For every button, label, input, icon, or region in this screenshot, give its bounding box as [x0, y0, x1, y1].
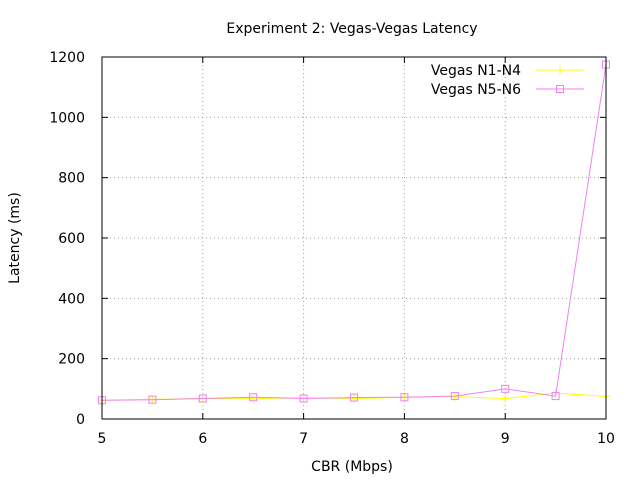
- legend: Vegas N1-N4 Vegas N5-N6: [431, 63, 584, 98]
- legend-marker: [556, 66, 564, 74]
- data-point: [400, 393, 409, 402]
- y-tick-label: 0: [76, 412, 85, 428]
- y-tick-label: 200: [58, 352, 85, 368]
- x-tick-label: 10: [597, 431, 615, 447]
- series-2: [98, 60, 610, 405]
- series-layer: [98, 60, 610, 405]
- legend-label: Vegas N5-N6: [431, 82, 521, 98]
- plot-frame: [101, 56, 607, 420]
- y-tick-label: 800: [58, 171, 85, 187]
- data-point: [198, 394, 207, 403]
- grid: [102, 57, 606, 419]
- legend-marker: [556, 85, 564, 93]
- x-tick-label: 7: [299, 431, 308, 447]
- series-1: [98, 389, 610, 405]
- data-point: [501, 394, 510, 403]
- data-point: [249, 393, 258, 402]
- data-point: [501, 384, 510, 393]
- data-point: [551, 392, 560, 401]
- series-line: [101, 64, 607, 401]
- data-point: [249, 394, 258, 403]
- x-tick-label: 5: [98, 431, 107, 447]
- y-tick-label: 400: [58, 291, 85, 307]
- data-point: [350, 393, 358, 402]
- data-point: [148, 395, 157, 404]
- y-tick-label: 1200: [49, 50, 85, 66]
- data-point: [299, 394, 308, 403]
- x-tick-label: 8: [400, 431, 409, 447]
- x-tick-label: 9: [501, 431, 510, 447]
- y-axis-label: Latency (ms): [7, 192, 23, 284]
- x-axis-label: CBR (Mbps): [311, 459, 393, 475]
- axis-ticks: 5 6 7 8 9 10 0 200 400 600 800 1000 1200: [49, 50, 615, 447]
- x-tick-label: 6: [198, 431, 207, 447]
- y-tick-label: 1000: [49, 110, 85, 126]
- legend-label: Vegas N1-N4: [431, 63, 521, 79]
- chart-title: Experiment 2: Vegas-Vegas Latency: [226, 21, 477, 37]
- y-tick-label: 600: [58, 231, 85, 247]
- data-point: [450, 392, 459, 401]
